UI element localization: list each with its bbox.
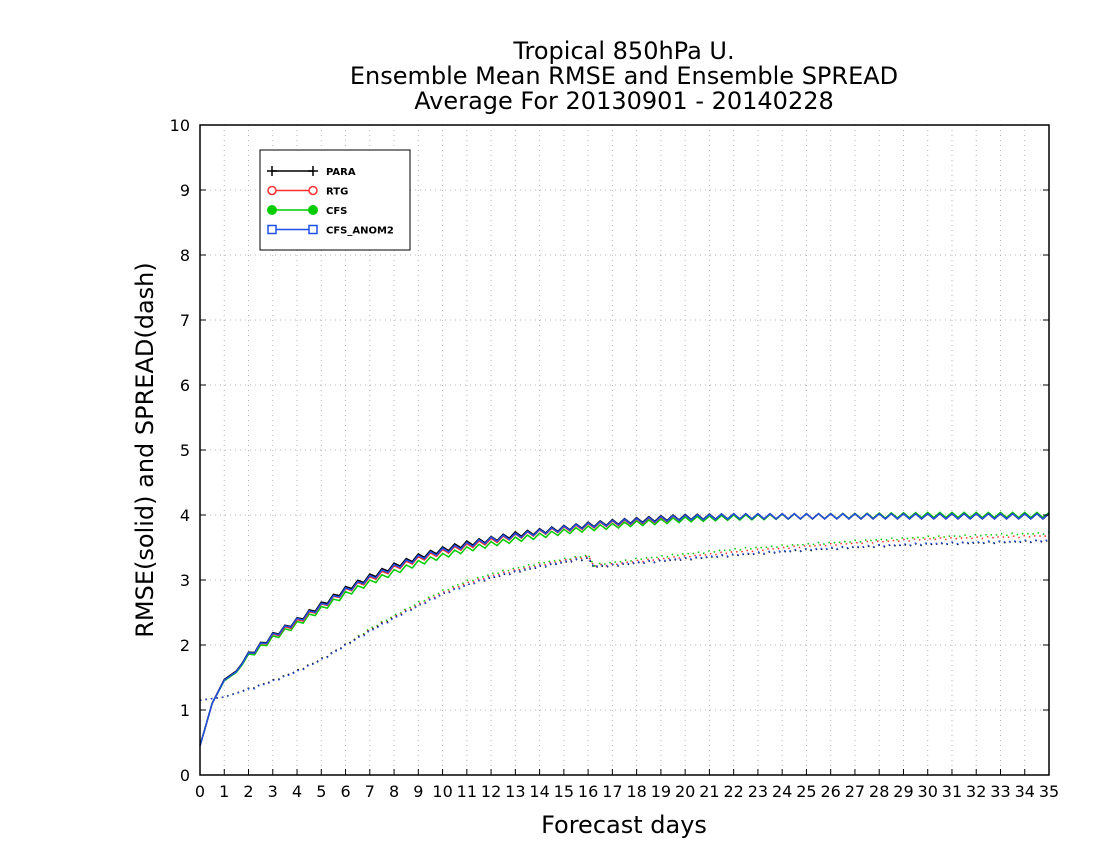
- legend-box: [259, 149, 411, 251]
- x-tick-label: 22: [723, 782, 743, 801]
- chart-title-line-3: Average For 20130901 - 20140228: [414, 87, 834, 115]
- legend-marker-circle: [308, 185, 318, 196]
- spread-line-rtg: [199, 534, 1050, 702]
- y-tick-label: 6: [180, 376, 190, 395]
- x-tick-label: 21: [699, 782, 719, 801]
- legend-label-para: PARA: [326, 167, 356, 178]
- y-tick-label: 8: [180, 246, 190, 265]
- x-tick-label: 23: [748, 782, 768, 801]
- x-tick-label: 10: [432, 782, 452, 801]
- x-tick-label: 14: [529, 782, 549, 801]
- x-tick-label: 11: [457, 782, 477, 801]
- x-tick-label: 17: [602, 782, 622, 801]
- y-tick-label: 9: [180, 181, 190, 200]
- legend-marker-plus: [308, 166, 318, 176]
- spread-line-para: [199, 539, 1050, 702]
- y-tick-label: 2: [180, 636, 190, 655]
- x-tick-label: 1: [219, 782, 229, 801]
- x-tick-label: 5: [316, 782, 326, 801]
- chart-title-line-2: Ensemble Mean RMSE and Ensemble SPREAD: [350, 62, 898, 90]
- x-tick-label: 32: [966, 782, 986, 801]
- x-tick-label: 29: [893, 782, 913, 801]
- x-tick-label: 16: [578, 782, 598, 801]
- x-tick-label: 24: [772, 782, 792, 801]
- x-tick-label: 9: [413, 782, 423, 801]
- y-tick-label: 5: [180, 441, 190, 460]
- x-tick-label: 28: [869, 782, 889, 801]
- legend: PARA RTG CFS CFS_ANOM2: [259, 149, 411, 251]
- x-tick-label: 25: [796, 782, 816, 801]
- x-tick-label: 27: [845, 782, 865, 801]
- x-tick-label: 2: [243, 782, 253, 801]
- legend-marker-dot: [267, 205, 277, 215]
- legend-marker-square: [267, 224, 277, 235]
- x-tick-label: 8: [389, 782, 399, 801]
- x-tick-label: 0: [195, 782, 205, 801]
- x-tick-label: 18: [626, 782, 646, 801]
- y-axis-label: RMSE(solid) and SPREAD(dash): [131, 262, 159, 638]
- x-tick-label: 20: [675, 782, 695, 801]
- rmse-line-cfs: [199, 511, 1050, 747]
- x-tick-label: 4: [292, 782, 302, 801]
- spread-line-cfs-anom2: [199, 538, 1050, 702]
- legend-marker-square: [308, 224, 318, 235]
- legend-marker-circle: [267, 185, 277, 196]
- x-tick-label: 6: [340, 782, 350, 801]
- x-tick-label: 30: [918, 782, 938, 801]
- chart-title-line-1: Tropical 850hPa U.: [512, 37, 734, 65]
- rmse-line-para: [199, 512, 1050, 747]
- series-layer: [199, 511, 1050, 747]
- x-axis-label: Forecast days: [541, 811, 707, 839]
- x-tick-label: 3: [268, 782, 278, 801]
- legend-label-cfs: CFS: [326, 206, 347, 217]
- y-tick-label: 0: [180, 766, 190, 785]
- rmse-line-cfs-anom2: [199, 512, 1050, 747]
- x-tick-label: 35: [1039, 782, 1059, 801]
- spread-line-cfs: [199, 531, 1050, 702]
- x-tick-label: 7: [365, 782, 375, 801]
- legend-marker-plus: [267, 166, 277, 176]
- x-tick-label: 33: [990, 782, 1010, 801]
- x-tick-label: 26: [821, 782, 841, 801]
- y-tick-label: 7: [180, 311, 190, 330]
- x-tick-label: 31: [942, 782, 962, 801]
- chart-title: Tropical 850hPa U. Ensemble Mean RMSE an…: [350, 37, 898, 115]
- legend-label-cfs-anom2: CFS_ANOM2: [326, 226, 394, 237]
- y-tick-label: 1: [180, 701, 190, 720]
- axis-ticks: 0 1 2 3 4 5 6 7 8 9 10 11 12 13 14 15 16 17 18 19 20 21 22 23 24…: [170, 116, 1060, 801]
- grid-lines: [200, 125, 1049, 775]
- rmse-line-rtg: [199, 512, 1050, 747]
- legend-label-rtg: RTG: [326, 187, 348, 198]
- legend-marker-dot: [308, 205, 318, 215]
- x-tick-label: 13: [505, 782, 525, 801]
- y-tick-label: 3: [180, 571, 190, 590]
- x-tick-label: 12: [481, 782, 501, 801]
- y-tick-label: 10: [170, 116, 190, 135]
- x-tick-label: 34: [1015, 782, 1035, 801]
- x-tick-label: 15: [554, 782, 574, 801]
- y-tick-label: 4: [180, 506, 190, 525]
- x-tick-label: 19: [651, 782, 671, 801]
